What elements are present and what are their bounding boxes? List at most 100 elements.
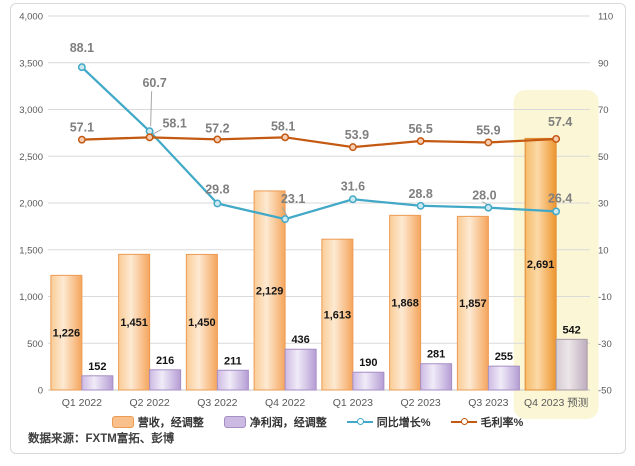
label-leader-line bbox=[281, 206, 288, 217]
label-gross-margin: 53.9 bbox=[345, 128, 369, 142]
bar-revenue bbox=[524, 137, 557, 391]
axis-tick-left: 3,500 bbox=[19, 58, 43, 69]
bar-revenue bbox=[253, 190, 286, 391]
axis-tick-left: 0 bbox=[38, 386, 43, 397]
label-leader-line bbox=[482, 201, 488, 206]
marker-margin bbox=[416, 137, 425, 146]
revenue-swatch-icon bbox=[111, 416, 134, 428]
x-axis-label: Q2 2022 bbox=[129, 397, 169, 409]
bar-netprofit bbox=[81, 375, 114, 391]
bar-revenue bbox=[118, 253, 151, 391]
netprofit-swatch-icon bbox=[223, 416, 246, 428]
label-yoy-growth: 31.6 bbox=[341, 179, 365, 193]
axis-tick-left: 2,000 bbox=[19, 199, 43, 210]
axis-tick-right: 30 bbox=[598, 199, 609, 210]
marker-margin bbox=[281, 133, 290, 142]
legend-item-netprofit: 净利润，经调整 bbox=[223, 414, 327, 430]
bar-revenue bbox=[185, 253, 218, 391]
bar-revenue-label: 1,451 bbox=[120, 317, 148, 329]
x-axis-label: Q4 2022 bbox=[265, 397, 305, 409]
legend-label-revenue: 营收，经调整 bbox=[137, 417, 204, 429]
bar-netprofit bbox=[352, 371, 385, 391]
marker-margin bbox=[484, 138, 493, 147]
bar-netprofit-label: 152 bbox=[88, 361, 106, 373]
axis-tick-right: 90 bbox=[598, 58, 609, 69]
axis-tick-left: 3,000 bbox=[19, 105, 43, 116]
axis-tick-left: 1,000 bbox=[19, 292, 43, 303]
bar-netprofit bbox=[284, 348, 317, 391]
bar-netprofit bbox=[555, 338, 588, 391]
marker-margin bbox=[213, 135, 222, 144]
legend-item-margin: 毛利率% bbox=[450, 414, 524, 430]
margin-line-marker-icon bbox=[450, 418, 477, 426]
axis-tick-right: -10 bbox=[598, 292, 612, 303]
bar-revenue bbox=[321, 238, 354, 391]
x-axis-label: Q1 2022 bbox=[62, 397, 102, 409]
line-gross-margin bbox=[81, 136, 557, 149]
label-gross-margin: 57.2 bbox=[205, 121, 229, 135]
data-source-note: 数据来源：FXTM富拓、彭博 bbox=[28, 433, 175, 445]
axis-tick-right: 110 bbox=[598, 12, 613, 23]
legend-item-revenue: 营收，经调整 bbox=[111, 414, 204, 430]
bar-netprofit bbox=[149, 369, 182, 391]
label-yoy-growth: 28.0 bbox=[472, 189, 496, 203]
axis-tick-left: 4,000 bbox=[19, 12, 43, 23]
bar-netprofit-label: 216 bbox=[156, 355, 174, 367]
bar-revenue-label: 2,691 bbox=[527, 259, 555, 271]
x-axis-label: Q4 2023 预测 bbox=[524, 396, 588, 409]
bar-revenue bbox=[50, 274, 83, 391]
axis-tick-left: 2,500 bbox=[19, 152, 43, 163]
label-gross-margin: 58.1 bbox=[271, 119, 295, 133]
label-gross-margin: 55.9 bbox=[476, 123, 500, 137]
x-axis-label: Q3 2023 bbox=[468, 397, 508, 409]
bar-revenue bbox=[389, 214, 422, 391]
marker-margin bbox=[145, 133, 154, 142]
axis-tick-right: 10 bbox=[598, 245, 609, 256]
legend-item-yoy: 同比增长% bbox=[346, 414, 431, 430]
marker-yoy bbox=[348, 195, 357, 204]
bar-netprofit-label: 255 bbox=[495, 351, 513, 363]
marker-yoy bbox=[281, 215, 290, 224]
label-yoy-growth: 26.4 bbox=[548, 191, 572, 205]
label-leader-line bbox=[152, 128, 162, 135]
bar-netprofit bbox=[487, 365, 520, 391]
axis-tick-right: -50 bbox=[598, 386, 612, 397]
axis-tick-right: -30 bbox=[598, 339, 612, 350]
label-yoy-growth: 60.7 bbox=[142, 76, 166, 90]
label-gross-margin: 58.1 bbox=[162, 116, 186, 130]
label-yoy-growth: 28.8 bbox=[408, 187, 432, 201]
label-gross-margin: 56.5 bbox=[408, 122, 432, 136]
chart-legend: 营收，经调整 净利润，经调整 同比增长% 毛利率% bbox=[0, 414, 635, 430]
label-leader-line bbox=[150, 91, 153, 127]
bar-netprofit bbox=[420, 363, 453, 391]
x-axis-label: Q2 2023 bbox=[400, 397, 440, 409]
bar-netprofit bbox=[216, 369, 249, 391]
marker-margin bbox=[348, 143, 357, 152]
marker-yoy bbox=[552, 207, 561, 216]
axis-tick-right: 70 bbox=[598, 105, 609, 116]
x-axis-label: Q3 2022 bbox=[197, 397, 237, 409]
legend-label-yoy: 同比增长% bbox=[376, 417, 431, 429]
legend-label-netprofit: 净利润，经调整 bbox=[249, 417, 327, 429]
bar-netprofit-label: 190 bbox=[359, 357, 377, 369]
x-axis-label: Q1 2023 bbox=[333, 397, 373, 409]
marker-yoy bbox=[77, 63, 86, 72]
label-yoy-growth: 88.1 bbox=[70, 41, 94, 55]
bar-revenue-label: 2,129 bbox=[256, 285, 284, 297]
line-yoy-growth bbox=[81, 66, 557, 221]
label-yoy-growth: 29.8 bbox=[205, 182, 229, 196]
bar-netprofit-label: 436 bbox=[291, 334, 309, 346]
bar-netprofit-label: 281 bbox=[427, 349, 445, 361]
axis-tick-right: 50 bbox=[598, 152, 609, 163]
bar-revenue-label: 1,450 bbox=[188, 317, 216, 329]
marker-margin bbox=[77, 135, 86, 144]
legend-label-margin: 毛利率% bbox=[480, 417, 524, 429]
bar-revenue bbox=[456, 215, 489, 391]
bar-revenue-label: 1,226 bbox=[53, 328, 81, 340]
bar-netprofit-label: 542 bbox=[562, 324, 580, 336]
yoy-line-marker-icon bbox=[346, 418, 373, 426]
label-yoy-growth: 23.1 bbox=[281, 192, 305, 206]
bar-revenue-label: 1,868 bbox=[391, 298, 419, 310]
label-gross-margin: 57.1 bbox=[70, 121, 94, 135]
